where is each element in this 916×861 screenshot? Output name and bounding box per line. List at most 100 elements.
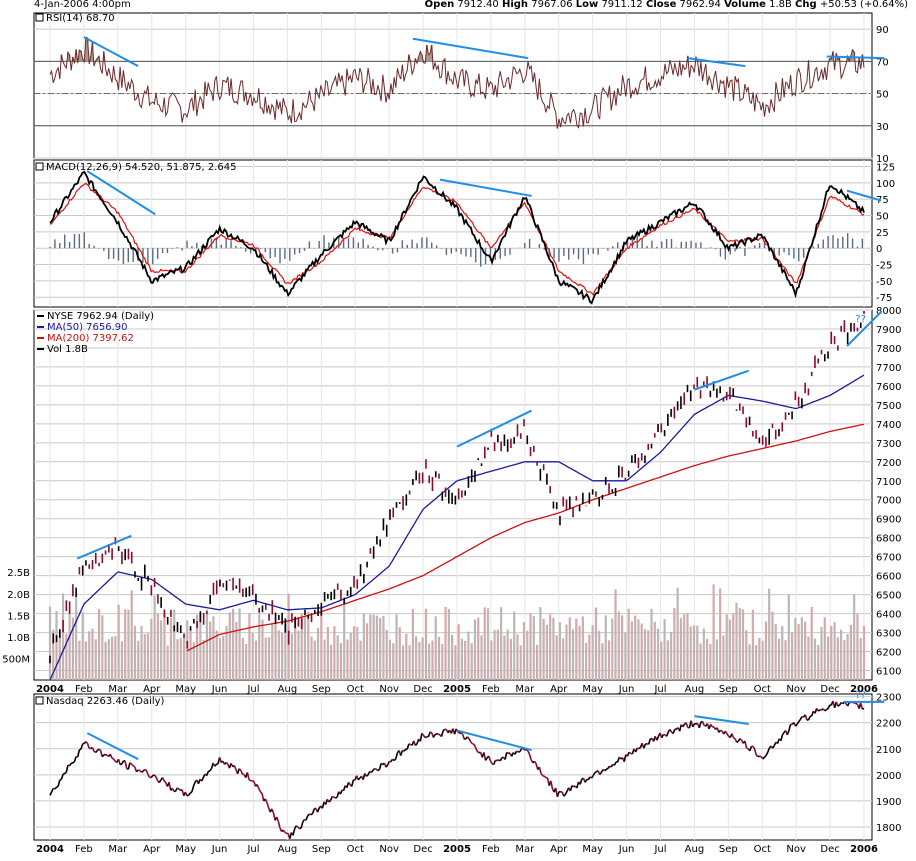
macd-panel-y-tick: -75: [876, 293, 892, 304]
nasdaq-line-segment: [427, 731, 431, 738]
nasdaq-line-segment: [592, 772, 596, 776]
nasdaq-line-segment: [54, 786, 58, 790]
nasdaq-line-segment: [132, 765, 136, 768]
nasdaq-line-segment: [533, 760, 537, 765]
nasdaq-line-segment: [780, 734, 784, 742]
nasdaq-line-segment: [475, 747, 479, 752]
nasdaq-line-segment: [188, 792, 191, 796]
nasdaq-line-segment: [316, 807, 320, 813]
price-month-label: Mar: [108, 684, 128, 695]
macd-trendline: [439, 178, 532, 197]
nasdaq-line-segment: [73, 756, 77, 762]
nasdaq-line-segment: [414, 743, 418, 747]
price-annotation: ??: [855, 314, 866, 325]
nasdaq-line-segment: [205, 771, 209, 776]
nasdaq-line-segment: [68, 762, 72, 767]
macd-line: [49, 170, 865, 305]
rsi-panel-y-tick: 70: [876, 57, 889, 68]
nasdaq-line-segment: [556, 791, 560, 797]
nasdaq-line-segment: [602, 768, 606, 772]
nasdaq-month-label: Oct: [754, 844, 771, 855]
nasdaq-line-segment: [57, 779, 61, 787]
nasdaq-line-segment: [310, 812, 314, 816]
nasdaq-line-segment: [527, 750, 531, 755]
nasdaq-line-segment: [152, 774, 155, 777]
nasdaq-line-segment: [395, 752, 399, 759]
price-legend-ma50: MA(50) 7656.90: [47, 322, 128, 333]
nasdaq-line-segment: [672, 729, 676, 734]
nasdaq-month-label: Sep: [719, 844, 738, 855]
nasdaq-line-segment: [763, 754, 767, 758]
nasdaq-line-segment: [236, 768, 240, 775]
nasdaq-line-segment: [374, 767, 377, 770]
nasdaq-line-segment: [402, 749, 405, 752]
nasdaq-line-segment: [724, 730, 728, 735]
price-month-label: Dec: [820, 684, 839, 695]
nasdaq-line-segment: [771, 745, 775, 749]
macd-panel-y-tick: 25: [876, 228, 889, 239]
nasdaq-line-segment: [607, 765, 611, 769]
nasdaq-line-segment: [744, 740, 748, 749]
macd-legend-swatch: [35, 162, 44, 171]
nasdaq-line-segment: [131, 763, 134, 767]
nasdaq-line-segment: [609, 765, 612, 768]
nasdaq-line-segment: [859, 702, 864, 710]
price-month-label: Dec: [413, 684, 432, 695]
nasdaq-line-segment: [703, 724, 707, 727]
nasdaq-line-segment: [261, 793, 265, 802]
rsi-title: RSI(14) 68.70: [46, 13, 115, 24]
nasdaq-line-segment: [161, 777, 165, 782]
nasdaq-line-segment: [139, 769, 142, 773]
nasdaq-line-segment: [767, 747, 771, 753]
nasdaq-line-segment: [419, 733, 423, 742]
nasdaq-line-segment: [692, 723, 696, 728]
nasdaq-line-segment: [307, 813, 310, 817]
nasdaq-line-segment: [753, 749, 758, 756]
nasdaq-line-segment: [277, 821, 281, 829]
price-panel-y-tick: 7100: [876, 477, 901, 488]
price-panel-y-tick: 6100: [876, 667, 901, 678]
nasdaq-line-segment: [189, 791, 193, 794]
nasdaq-line-segment: [145, 769, 149, 775]
nasdaq-line-segment: [50, 788, 54, 793]
nasdaq-line-segment: [49, 791, 53, 796]
chart-header: 4-Jan-2006 4:00pm Open 7912.40 High 7967…: [0, 0, 916, 12]
nasdaq-line-segment: [584, 779, 588, 783]
nasdaq-month-label: May: [175, 844, 196, 855]
nasdaq-month-label: Apr: [143, 844, 161, 855]
nasdaq-line-segment: [540, 772, 544, 777]
nasdaq-title: Nasdaq 2263.46 (Daily): [46, 696, 165, 707]
macd-panel-y-tick: 125: [876, 163, 895, 174]
rsi-panel-y-tick: 30: [876, 122, 889, 133]
nasdaq-line-segment: [153, 774, 157, 778]
nasdaq-line-segment: [550, 780, 554, 789]
nasdaq-trendline: [86, 732, 139, 761]
nasdaq-line-segment: [476, 750, 480, 754]
nasdaq-line-segment: [437, 733, 441, 736]
nasdaq-line-segment: [504, 752, 508, 760]
nasdaq-month-label: Dec: [820, 844, 839, 855]
nasdaq-line-segment: [484, 757, 488, 761]
nasdaq-panel-frame: [33, 693, 873, 841]
nasdaq-month-label: Nov: [379, 844, 399, 855]
nasdaq-line-segment: [827, 704, 831, 709]
nasdaq-line-segment: [499, 757, 503, 762]
nasdaq-line-segment: [613, 761, 617, 766]
nasdaq-line-segment: [214, 763, 218, 767]
nasdaq-line-segment: [209, 768, 213, 772]
price-month-label: Feb: [75, 684, 93, 695]
nasdaq-month-label: Jun: [211, 844, 228, 855]
nasdaq-month-label: Oct: [347, 844, 364, 855]
price-panel-y-tick: 7000: [876, 496, 901, 507]
price-panel-y-tick: 6900: [876, 515, 901, 526]
rsi-panel-y-tick: 90: [876, 25, 889, 36]
macd-panel-y-tick: -50: [876, 277, 892, 288]
nasdaq-line-segment: [62, 772, 66, 776]
nasdaq-line-segment: [752, 746, 756, 750]
nasdaq-line-segment: [501, 756, 504, 759]
macd-panel-y-tick: 0: [876, 244, 882, 255]
nasdaq-line-segment: [369, 770, 372, 774]
chg-label: Chg: [795, 0, 817, 10]
nasdaq-line-segment: [56, 785, 59, 788]
nasdaq-month-label: Sep: [312, 844, 331, 855]
